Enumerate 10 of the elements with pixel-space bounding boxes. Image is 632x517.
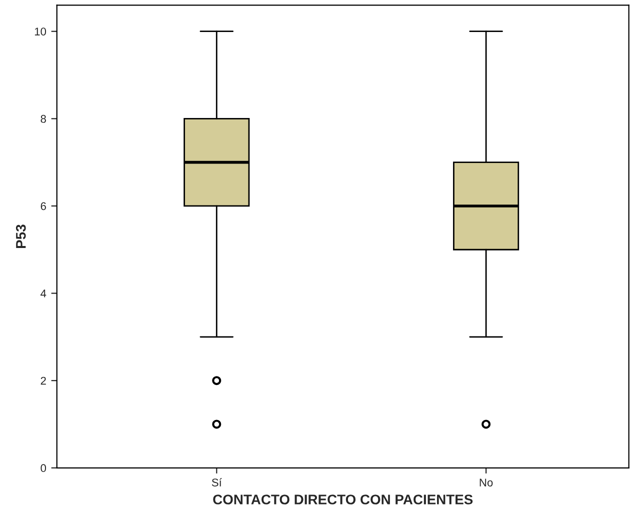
y-axis-title: P53 [16,224,26,248]
y-tick-label: 6 [40,202,46,210]
y-tick-label: 10 [34,28,46,36]
x-tick-label: No [480,478,493,486]
x-axis-title: CONTACTO DIRECTO CON PACIENTES [213,494,473,504]
y-tick-label: 8 [40,114,46,123]
y-tick-label: 2 [40,376,46,385]
y-tick-label: 4 [40,290,46,298]
x-tick-label: Sí [212,478,222,486]
y-tick-label: 0 [40,464,46,472]
